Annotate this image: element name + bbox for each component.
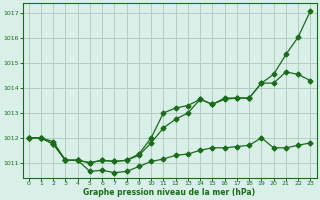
- X-axis label: Graphe pression niveau de la mer (hPa): Graphe pression niveau de la mer (hPa): [84, 188, 256, 197]
